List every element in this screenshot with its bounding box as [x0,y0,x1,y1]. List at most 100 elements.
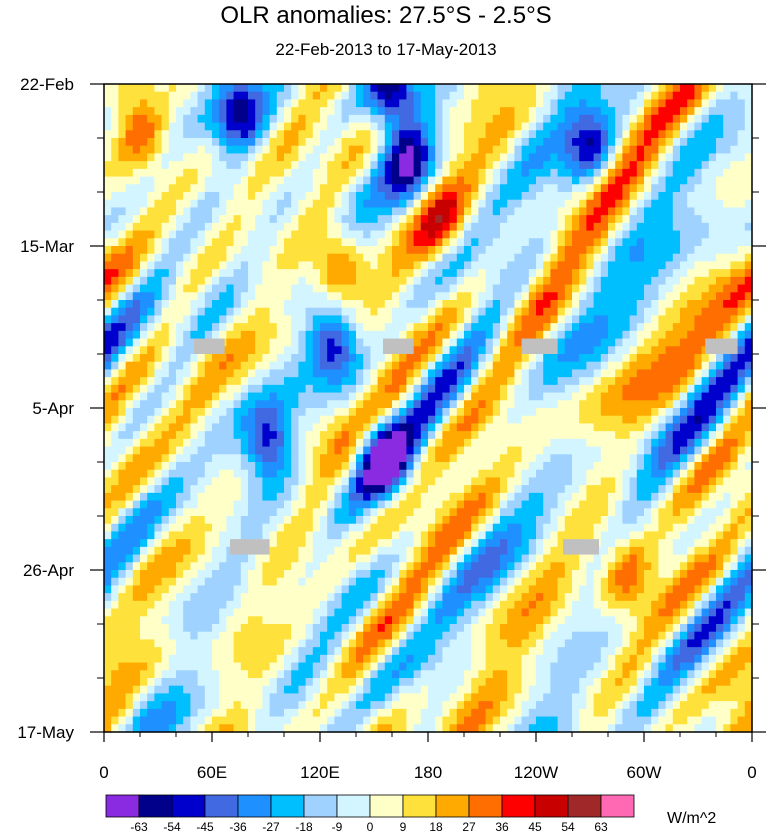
field-cell [132,446,141,455]
field-cell [449,99,458,108]
field-cell [262,431,271,440]
field-cell [233,207,242,216]
field-cell [132,199,141,209]
field-cell [730,161,739,170]
field-cell [672,114,681,124]
field-cell [716,222,724,232]
field-cell [586,354,595,363]
field-cell [572,323,580,332]
field-cell [521,361,530,371]
field-cell [406,392,415,401]
field-cell [687,454,695,463]
field-cell [701,184,710,193]
field-cell [291,392,299,401]
field-cell [305,215,314,224]
field-cell [564,238,573,247]
field-cell [730,423,739,432]
field-cell [435,431,443,440]
field-cell [737,238,746,247]
field-cell [435,446,443,455]
field-cell [377,284,386,293]
field-cell [104,122,112,131]
field-cell [233,307,242,317]
field-cell [334,199,343,209]
field-cell [492,369,501,378]
field-cell [298,377,307,386]
field-cell [586,161,595,170]
field-cell [269,462,278,471]
field-cell [125,84,134,93]
field-cell [593,485,602,494]
field-cell [593,145,602,155]
field-cell [248,253,256,263]
field-cell [420,354,429,363]
field-cell [507,400,515,409]
field-cell [370,145,379,155]
field-cell [572,91,580,101]
field-cell [478,114,487,124]
field-cell [456,184,465,193]
field-cell [514,307,523,317]
field-cell [672,246,681,255]
field-cell [478,230,487,239]
field-cell [629,408,638,417]
field-cell [154,338,163,347]
field-cell [579,153,587,162]
field-cell [312,153,321,162]
field-cell [550,84,559,93]
field-cell [485,99,494,108]
field-cell [305,168,314,178]
field-cell [672,130,681,139]
field-cell [644,207,652,216]
field-cell [716,107,724,116]
field-cell [428,354,436,363]
field-cell [572,215,580,224]
field-cell [586,361,595,371]
field-cell [348,122,357,131]
field-cell [435,246,443,255]
field-cell [608,91,616,101]
field-cell [125,253,134,263]
field-cell [118,184,127,193]
field-cell [694,408,703,417]
field-cell [392,130,400,139]
field-cell [197,307,206,317]
field-cell [348,276,357,286]
field-cell [420,138,429,147]
field-cell [672,323,681,332]
field-cell [377,415,386,425]
field-cell [276,377,285,386]
field-cell [183,500,191,509]
field-cell [255,168,263,178]
field-cell [672,269,681,278]
field-cell [176,377,184,386]
field-cell [608,300,616,309]
field-cell [168,323,177,332]
field-cell [694,246,703,255]
field-cell [435,168,443,178]
field-cell [248,446,256,455]
field-cell [478,361,487,371]
field-cell [183,346,191,355]
field-cell [572,84,580,93]
field-cell [406,492,415,502]
field-cell [428,392,436,401]
field-cell [413,454,422,463]
field-cell [543,84,551,93]
field-cell [348,315,357,324]
field-cell [680,392,688,401]
field-cell [341,292,350,301]
field-cell [140,276,148,286]
field-cell [644,153,652,162]
field-cell [572,261,580,270]
field-cell [464,168,472,178]
field-cell [737,500,746,509]
field-cell [651,284,659,293]
field-cell [730,469,739,479]
field-cell [557,469,566,479]
field-cell [543,384,551,394]
field-cell [428,446,436,455]
field-cell [197,462,206,471]
field-cell [219,215,227,224]
field-cell [132,400,141,409]
